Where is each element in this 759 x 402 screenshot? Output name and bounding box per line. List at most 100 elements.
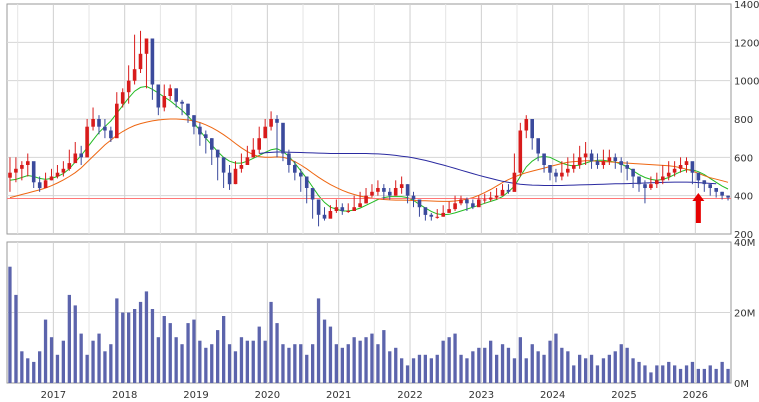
volume-bar bbox=[299, 344, 303, 383]
candle-body bbox=[251, 149, 256, 158]
volume-bar bbox=[109, 344, 113, 383]
candle-body bbox=[269, 119, 273, 127]
candle-body bbox=[293, 165, 297, 173]
candle-body bbox=[655, 180, 659, 185]
volume-bar bbox=[121, 312, 125, 383]
volume-bar bbox=[471, 351, 475, 383]
candle-body bbox=[204, 134, 208, 139]
volume-bar bbox=[589, 354, 594, 383]
candle-body bbox=[566, 168, 570, 173]
volume-bar bbox=[673, 365, 677, 383]
candle-body bbox=[364, 195, 368, 204]
year-tick-label: 2025 bbox=[611, 390, 636, 401]
volume-bar bbox=[61, 340, 65, 383]
candle-body bbox=[465, 199, 469, 204]
volume-tick-label: 40M bbox=[734, 238, 755, 249]
volume-bar bbox=[227, 344, 232, 383]
volume-bar bbox=[14, 294, 18, 383]
volume-bar bbox=[358, 340, 362, 383]
volume-bar bbox=[619, 344, 623, 383]
candle-body bbox=[423, 207, 428, 215]
candle-body bbox=[67, 163, 72, 169]
volume-bar bbox=[85, 354, 89, 383]
candle-body bbox=[548, 165, 552, 173]
volume-bar bbox=[447, 337, 451, 383]
year-tick-label: 2018 bbox=[112, 390, 137, 401]
volume-bar bbox=[400, 358, 404, 383]
volume-bar bbox=[97, 333, 101, 383]
volume-bar bbox=[696, 368, 700, 383]
candle-body bbox=[210, 138, 214, 150]
volume-bar bbox=[32, 361, 36, 383]
candle-body bbox=[661, 176, 665, 181]
volume-bar bbox=[518, 337, 522, 383]
volume-bar bbox=[506, 347, 511, 384]
volume-bar bbox=[150, 309, 155, 383]
volume-bar bbox=[38, 351, 42, 383]
volume-bar bbox=[133, 309, 137, 383]
volume-bar bbox=[127, 312, 131, 383]
candle-body bbox=[43, 180, 48, 188]
year-tick-label: 2019 bbox=[183, 390, 208, 401]
volume-bar bbox=[542, 354, 546, 383]
volume-bar bbox=[435, 354, 439, 383]
volume-bar bbox=[530, 344, 534, 383]
candle-body bbox=[115, 103, 119, 139]
candle-body bbox=[20, 165, 24, 169]
volume-bar bbox=[263, 340, 267, 383]
volume-bar bbox=[441, 340, 445, 383]
volume-bar bbox=[625, 347, 629, 384]
volume-bar bbox=[500, 344, 505, 383]
candle-body bbox=[637, 176, 641, 185]
year-tick-label: 2021 bbox=[326, 390, 351, 401]
price-tick-label: 1200 bbox=[734, 38, 759, 49]
volume-bar bbox=[311, 344, 315, 383]
volume-bar bbox=[257, 326, 261, 383]
candle-body bbox=[180, 101, 184, 104]
candle-body bbox=[589, 153, 594, 162]
candle-body bbox=[31, 161, 36, 183]
volume-bar bbox=[495, 354, 499, 383]
volume-bar bbox=[186, 323, 190, 383]
volume-tick-label: 20M bbox=[734, 309, 755, 320]
candle-body bbox=[714, 188, 718, 192]
volume-bar bbox=[649, 372, 653, 383]
volume-tick-label: 0M bbox=[734, 379, 749, 390]
volume-bar bbox=[287, 347, 291, 384]
volume-bar bbox=[328, 326, 333, 383]
candle-body bbox=[144, 38, 149, 54]
candle-body bbox=[376, 188, 380, 192]
candle-body bbox=[435, 216, 440, 218]
candle-body bbox=[720, 191, 724, 196]
candle-body bbox=[103, 126, 107, 131]
volume-bar bbox=[251, 340, 255, 383]
volume-bar bbox=[222, 316, 226, 383]
volume-bar bbox=[512, 358, 517, 383]
candle-body bbox=[239, 165, 244, 169]
volume-bar bbox=[423, 354, 427, 383]
candle-body bbox=[601, 161, 606, 165]
candle-body bbox=[666, 172, 671, 177]
volume-bar bbox=[548, 340, 552, 383]
year-tick-label: 2024 bbox=[540, 390, 565, 401]
volume-bar bbox=[637, 361, 641, 383]
volume-bar bbox=[216, 330, 220, 383]
candle-body bbox=[8, 172, 12, 178]
volume-bar bbox=[726, 368, 730, 383]
volume-bar bbox=[26, 358, 30, 383]
volume-bar bbox=[560, 347, 564, 384]
candle-body bbox=[631, 168, 635, 177]
volume-bar bbox=[720, 361, 724, 383]
candle-body bbox=[411, 195, 416, 200]
candle-body bbox=[554, 172, 558, 177]
volume-bar bbox=[376, 344, 380, 383]
volume-bar bbox=[453, 333, 457, 383]
candle-body bbox=[26, 161, 30, 165]
price-tick-label: 200 bbox=[734, 230, 753, 241]
candle-body bbox=[393, 188, 398, 196]
volume-bar bbox=[388, 351, 392, 383]
volume-bar bbox=[489, 340, 493, 383]
price-tick-label: 1400 bbox=[734, 0, 759, 11]
candle-body bbox=[583, 153, 588, 158]
volume-bar bbox=[43, 319, 48, 383]
